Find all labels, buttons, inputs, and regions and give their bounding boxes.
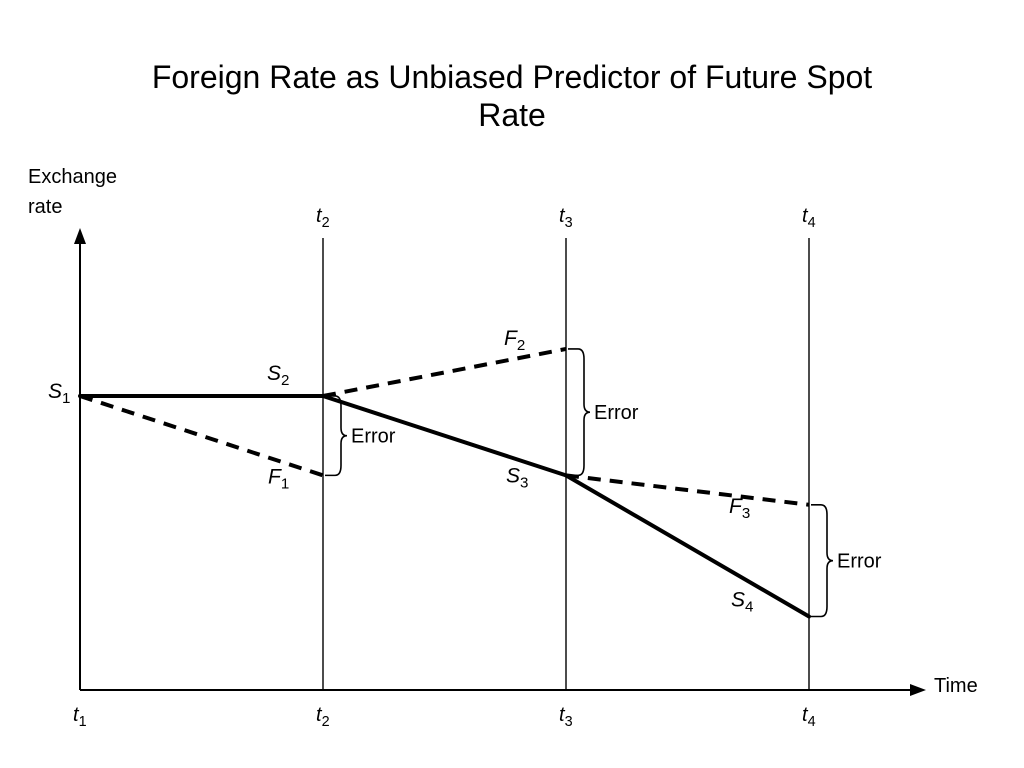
spot-label-s2: S2 (267, 362, 289, 389)
spot-label-s4: S4 (731, 589, 753, 616)
error-label-1: Error (351, 426, 396, 448)
forward-segment-3 (565, 473, 810, 507)
forward-label-f1: F1 (268, 465, 289, 492)
forward-segment-1 (79, 394, 324, 478)
spot-segment-3 (564, 473, 811, 619)
y-axis-label-line-1: Exchange (28, 166, 117, 188)
x-tick-t2: t2 (316, 704, 330, 730)
y-axis-arrow-icon (74, 228, 86, 244)
chart-title-line-2: Rate (478, 97, 546, 133)
x-tick-t3: t3 (559, 704, 573, 730)
x-tick-labels: t1 t2 t3 t4 (73, 704, 816, 730)
guide-label-t2: t2 (316, 205, 330, 231)
x-axis-arrow-icon (910, 684, 926, 696)
guide-label-t3: t3 (559, 205, 573, 231)
error-brace-1 (325, 395, 348, 477)
guide-label-t4: t4 (802, 205, 816, 231)
error-brace-2 (568, 348, 591, 477)
forward-label-f3: F3 (729, 495, 750, 522)
error-annotations: Error Error Error (325, 348, 882, 618)
y-axis-label-line-2: rate (28, 196, 62, 218)
spot-rate-series (78, 394, 811, 619)
forward-rate-series (79, 346, 810, 507)
x-axis-label: Time (934, 675, 978, 697)
error-label-2: Error (594, 402, 639, 424)
forward-label-f2: F2 (504, 327, 525, 354)
spot-label-s1: S1 (48, 380, 70, 407)
chart-title-line-1: Foreign Rate as Unbiased Predictor of Fu… (151, 59, 873, 95)
spot-label-s3: S3 (506, 464, 528, 491)
forward-segment-2 (322, 346, 567, 398)
chart-title: Foreign Rate as Unbiased Predictor of Fu… (0, 58, 1024, 134)
error-label-3: Error (837, 551, 882, 573)
point-labels: S1 S2 S3 S4 F1 F2 F3 (48, 327, 753, 616)
x-tick-t4: t4 (802, 704, 816, 730)
x-tick-t1: t1 (73, 704, 87, 730)
error-brace-3 (811, 503, 834, 618)
spot-segment-2 (321, 394, 568, 478)
